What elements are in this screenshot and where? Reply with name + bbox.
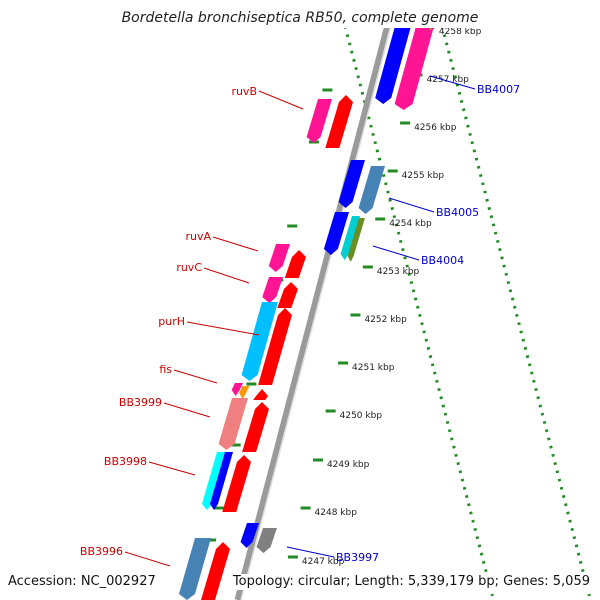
gene-BB3996-cds [201,542,230,600]
gene-ruvC [262,277,283,303]
gene-ruvC-cds [277,282,298,308]
gene-BB3999-cds [242,402,269,452]
backbone-layer [234,9,396,600]
gene-label-fis[interactable]: fis [159,363,172,376]
feature-layer [178,8,439,600]
accession-text: Accession: NC_002927 [8,574,156,590]
leader-line-ruvB [258,90,304,110]
backbone-line [234,9,396,600]
leader-line-BB3997 [286,546,335,558]
gene-label-BB3999[interactable]: BB3999 [119,396,162,409]
label-layer: 4258 kbp 4257 kbp 4256 kbp 4255 kbp 4254 kbp… [80,27,520,567]
scale-label: 4253 kbp [377,267,420,277]
gene-purH [241,302,278,381]
gene-ruvA-cds [284,250,306,278]
gene-ruvB-cds [325,95,353,148]
leader-line-BB4007 [429,75,476,90]
gene-label-ruvA[interactable]: ruvA [185,230,211,243]
gene-label-BB3996[interactable]: BB3996 [80,545,123,558]
scale-label: 4258 kbp [439,27,482,37]
gene-BB4005-b [358,166,385,214]
gene-BB3997-b [256,528,277,553]
gene-BB4004-b [340,216,360,260]
gene-label-ruvB[interactable]: ruvB [231,85,257,98]
gene-label-BB3998[interactable]: BB3998 [104,455,147,468]
gene-label-BB3997[interactable]: BB3997 [336,551,379,564]
leader-line-BB3996 [124,551,171,567]
ruler-layer [206,17,591,597]
leader-line-BB4004 [372,245,420,261]
gene-BB3998-a [202,452,227,510]
gene-BB4004-c [347,218,365,262]
gene-label-purH[interactable]: purH [158,315,185,328]
scale-label: 4251 kbp [352,363,395,373]
map-title: Bordetella bronchiseptica RB50, complete… [0,8,600,28]
gene-ruvA [268,244,290,272]
gene-purH-cds [258,308,292,385]
gene-label-BB4004[interactable]: BB4004 [421,254,464,267]
backbone-highlight [240,9,396,600]
gene-label-BB4007[interactable]: BB4007 [477,83,520,96]
scale-label: 4256 kbp [414,123,457,133]
leader-line-fis [173,369,218,384]
leader-line-purH [186,321,260,336]
leader-line-BB3998 [148,461,196,476]
scale-label: 4255 kbp [402,171,445,181]
gene-label-ruvC[interactable]: ruvC [176,261,202,274]
gene-BB4004-a [323,212,349,255]
scale-label: 4250 kbp [340,411,383,421]
gene-BB3996 [178,538,211,600]
leader-line-ruvC [203,267,250,284]
gene-fis [231,383,243,396]
gene-fis-cds [253,389,268,400]
gene-BB4007-b [394,8,439,110]
scale-label: 4247 kbp [302,557,345,567]
outer-ruler-line [341,17,494,597]
scale-label: 4254 kbp [389,219,432,229]
gene-label-BB4005[interactable]: BB4005 [436,206,479,219]
scale-label: 4249 kbp [327,460,370,470]
gene-fis-alt [239,386,250,399]
genome-summary: Topology: circular; Length: 5,339,179 bp… [232,574,590,590]
scale-label: 4252 kbp [364,315,407,325]
gene-BB4005-a [338,160,365,208]
gene-BB4007-a [375,8,416,104]
gene-BB3998-b [210,452,233,510]
gene-BB3998-cds [222,455,251,512]
scale-label: 4248 kbp [315,508,358,518]
gene-BB3997-a [240,523,259,548]
leader-line-BB3999 [163,402,211,418]
scale-label: 4257 kbp [426,75,469,85]
gene-BB3999 [218,398,248,450]
leader-line-BB4005 [388,197,435,213]
leader-line-ruvA [212,236,259,252]
inner-ruler-line [438,17,591,597]
gene-ruvB [306,99,332,143]
